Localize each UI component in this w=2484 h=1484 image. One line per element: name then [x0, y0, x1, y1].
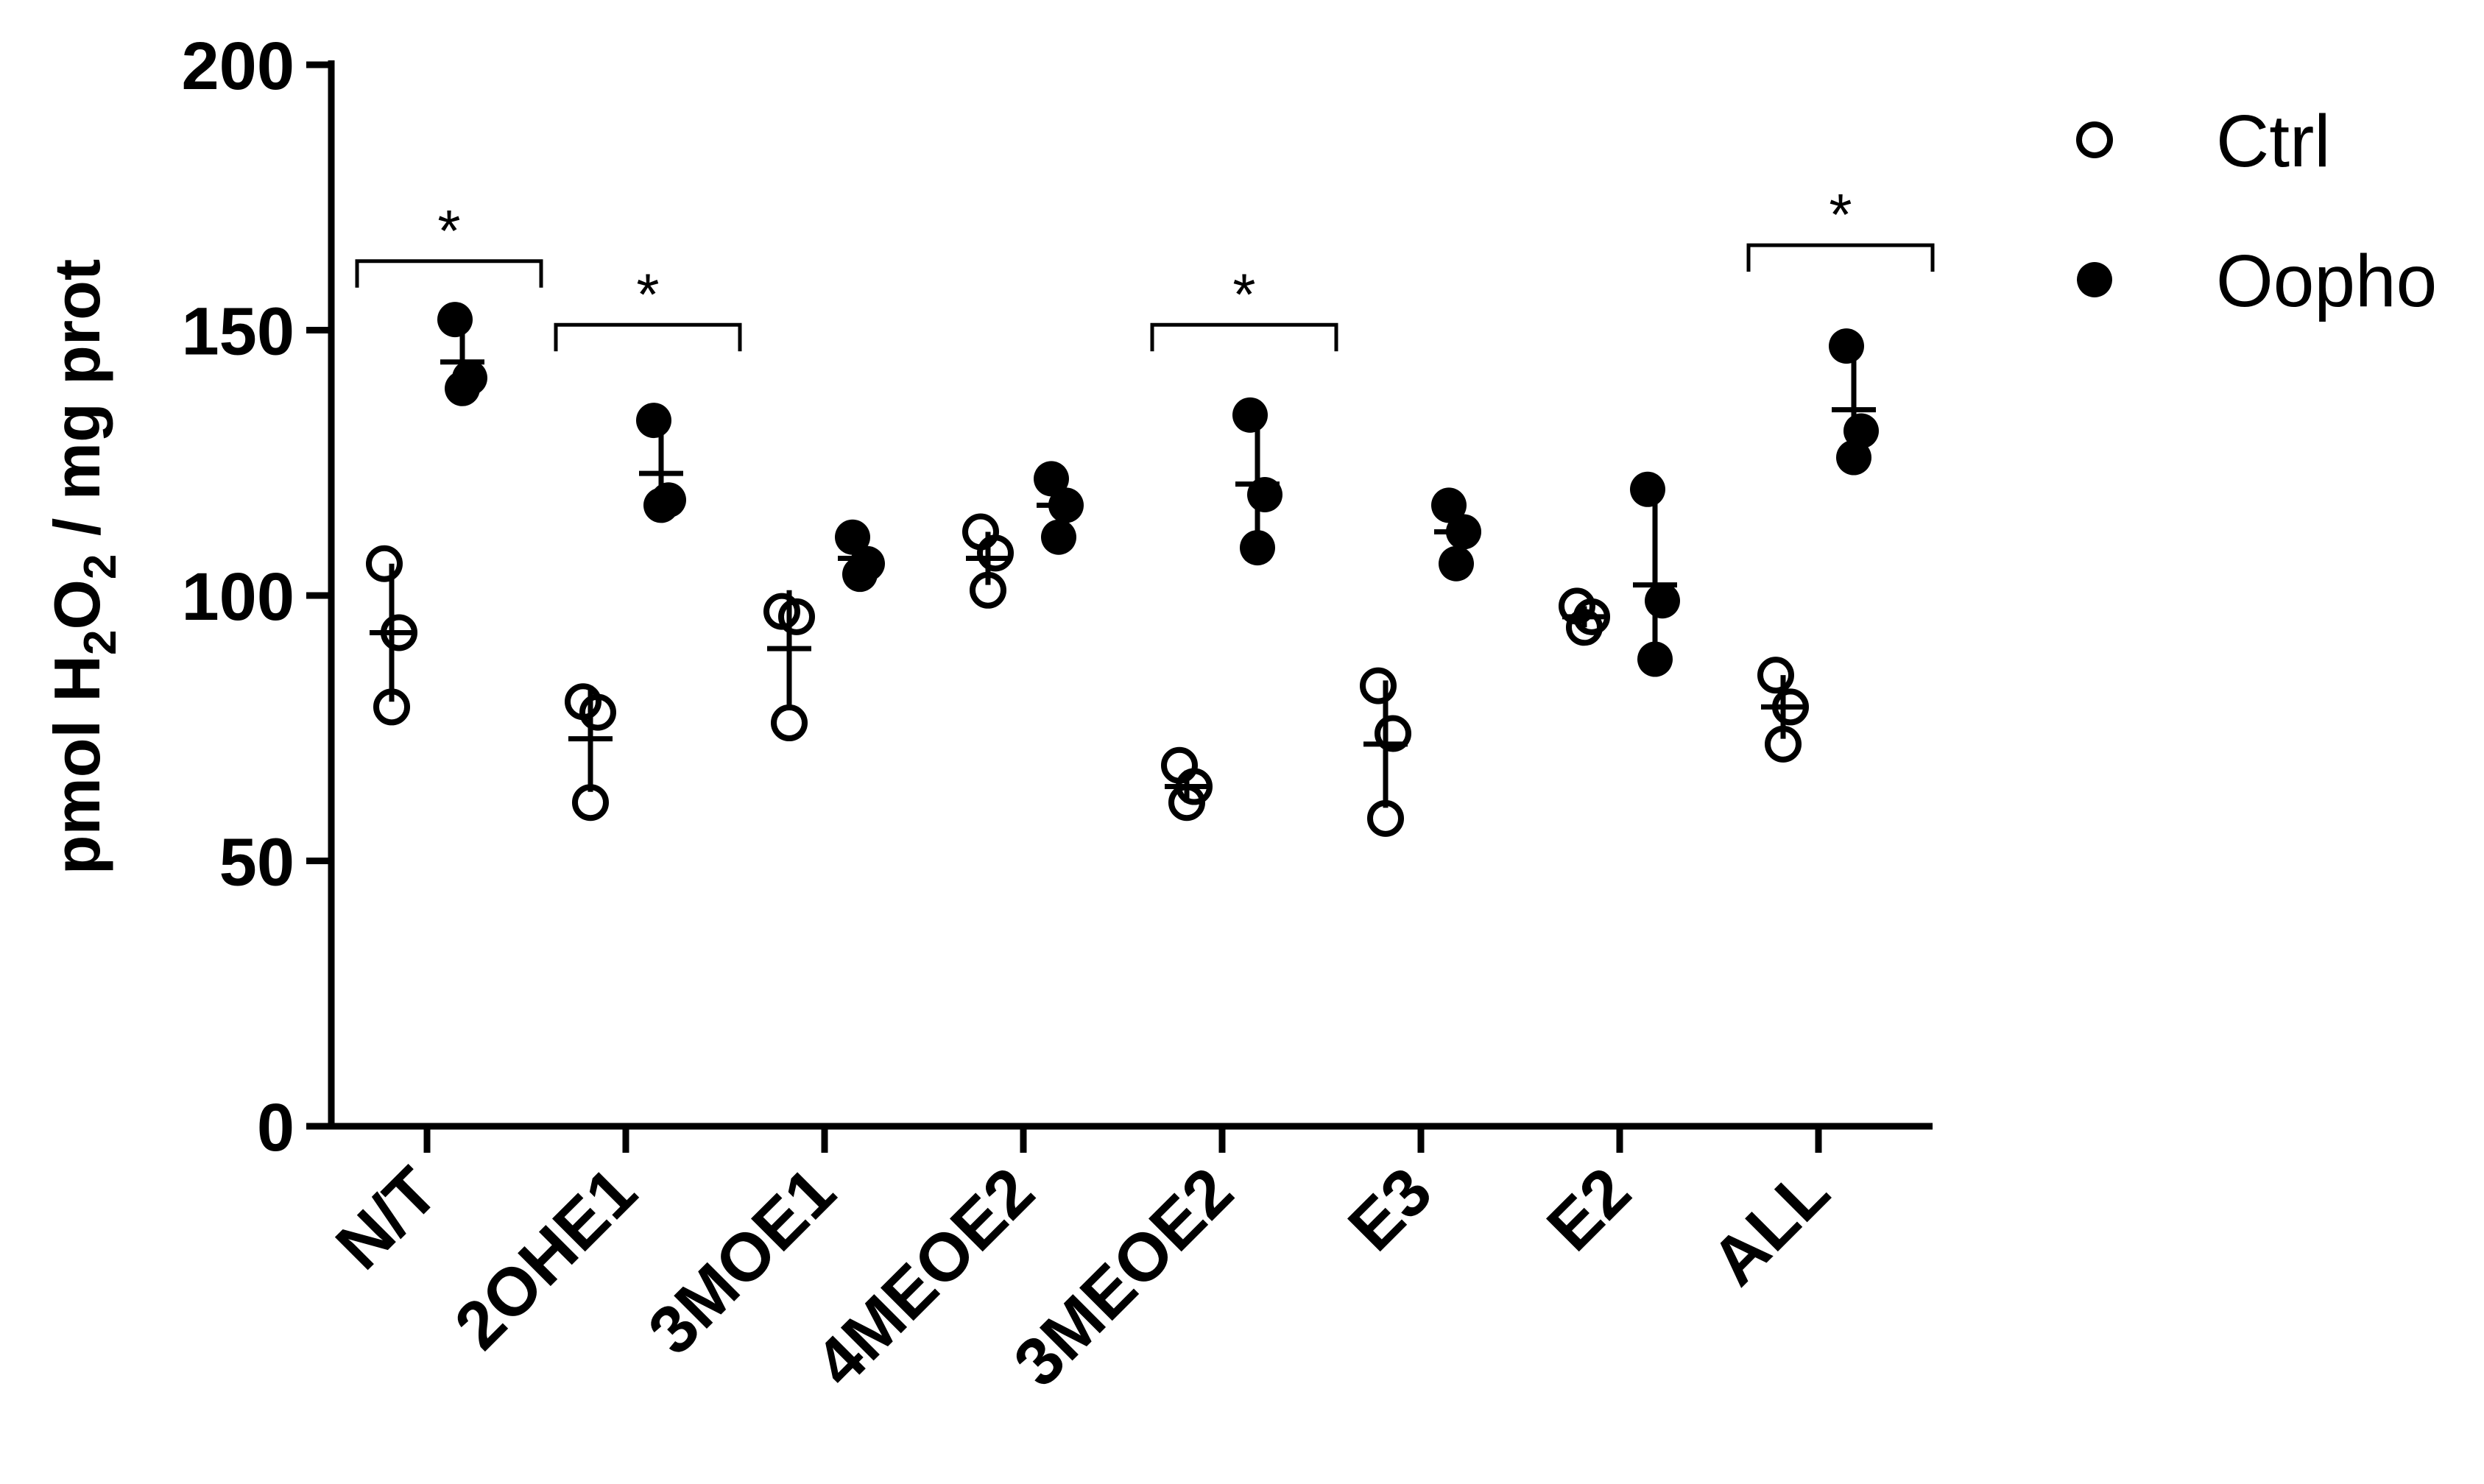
- y-axis-label: pmol H2O2 / mg prot: [40, 259, 126, 875]
- data-point-oopho: [1836, 439, 1871, 476]
- significance-bracket: [1150, 322, 1338, 352]
- data-point-ctrl: [579, 693, 616, 731]
- data-point-oopho: [1439, 545, 1474, 582]
- data-point-ctrl: [1765, 725, 1802, 763]
- significance-label: *: [437, 198, 460, 264]
- legend-marker-oopho: [2077, 262, 2112, 297]
- legend-label-ctrl: Ctrl: [2216, 100, 2331, 183]
- data-point-oopho: [1240, 530, 1275, 566]
- x-tick-label: E3: [1334, 1153, 1446, 1265]
- data-point-oopho: [1637, 641, 1673, 677]
- data-point-oopho: [445, 370, 480, 406]
- legend-label-oopho: Oopho: [2216, 240, 2437, 322]
- x-tick-label: N/T: [322, 1153, 452, 1284]
- data-point-oopho: [1630, 471, 1665, 507]
- data-point-oopho: [437, 302, 473, 338]
- data-point-oopho: [835, 519, 870, 555]
- data-point-ctrl: [977, 534, 1014, 572]
- data-point-ctrl: [970, 571, 1006, 609]
- x-tick-label: 2OHE1: [441, 1153, 651, 1363]
- data-point-oopho: [1034, 461, 1069, 497]
- legend: Ctrl Oopho: [2076, 100, 2437, 322]
- data-point-oopho: [1041, 519, 1076, 555]
- y-tick-label: 150: [182, 294, 295, 370]
- x-tick-label: ALL: [1698, 1153, 1844, 1300]
- legend-marker-ctrl: [2076, 121, 2113, 158]
- data-point-ctrl: [1375, 715, 1411, 752]
- significance-label: *: [1232, 261, 1255, 327]
- data-point-ctrl: [373, 688, 410, 726]
- data-point-oopho: [1431, 487, 1467, 523]
- data-point-ctrl: [1566, 609, 1603, 646]
- data-point-oopho: [636, 403, 671, 439]
- data-point-ctrl: [778, 598, 815, 635]
- x-tick-label: 3MEOE2: [1000, 1153, 1247, 1401]
- x-tick-label: 4MEOE2: [801, 1153, 1048, 1401]
- significance-label: *: [636, 261, 659, 327]
- data-point-ctrl: [771, 704, 808, 742]
- significance-bracket: [1746, 243, 1935, 272]
- data-point-oopho: [1843, 413, 1879, 449]
- data-point-ctrl: [366, 545, 403, 582]
- data-point-oopho: [1645, 583, 1680, 619]
- data-point-ctrl: [1757, 657, 1794, 694]
- significance-label: *: [1829, 182, 1852, 247]
- data-point-oopho: [842, 556, 878, 593]
- data-point-oopho: [1232, 397, 1268, 433]
- y-tick-label: 0: [257, 1090, 294, 1165]
- y-tick-label: 200: [182, 29, 295, 104]
- data-point-ctrl: [1360, 667, 1397, 704]
- y-tick-label: 50: [219, 825, 294, 900]
- y-tick-label: 100: [182, 559, 295, 635]
- significance-bracket: [554, 322, 742, 352]
- data-marks: * * * *: [355, 182, 1935, 837]
- x-tick-label: E2: [1533, 1153, 1645, 1265]
- significance-bracket: [355, 259, 543, 288]
- data-point-ctrl: [572, 784, 609, 822]
- data-point-oopho: [1829, 328, 1864, 364]
- data-point-ctrl: [1367, 799, 1404, 837]
- data-point-oopho: [643, 487, 679, 523]
